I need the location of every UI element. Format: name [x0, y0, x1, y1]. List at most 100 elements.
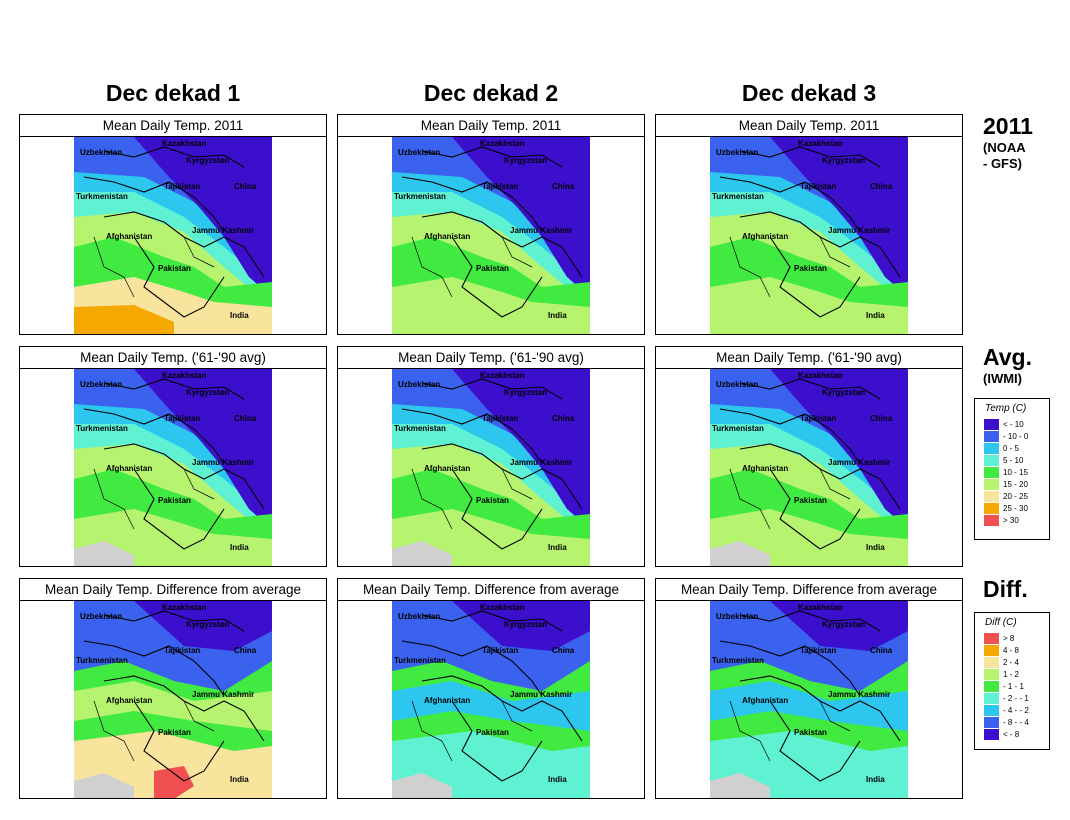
legend-label: 10 - 15: [1003, 467, 1028, 477]
map-label: Afghanistan: [424, 232, 470, 241]
border-line: [719, 640, 861, 697]
legend-item: 20 - 25: [975, 490, 1049, 502]
map-label: Kazakhstan: [480, 139, 525, 148]
map-label: Uzbekistan: [80, 612, 122, 621]
map-label: Kyrgyzstan: [504, 156, 547, 165]
border-line: [411, 700, 453, 762]
panel-avg-dekad-2: Mean Daily Temp. ('61-'90 avg) Kazakhsta…: [337, 346, 645, 567]
legend-label: - 1 - 1: [1003, 681, 1024, 691]
border-line: [183, 700, 215, 732]
legend-item: 5 - 10: [975, 454, 1049, 466]
legend-swatch: [984, 644, 999, 656]
border-line: [421, 211, 583, 278]
panel-title: Mean Daily Temp. 2011: [20, 115, 326, 137]
legend-swatch: [984, 490, 999, 502]
map-label: Uzbekistan: [80, 380, 122, 389]
legend-label: 15 - 20: [1003, 479, 1028, 489]
temperature-field: Kazakhstan Uzbekistan Kyrgyzstan Tajikistan…: [74, 137, 272, 334]
map-label: China: [552, 182, 575, 191]
border-line: [83, 640, 225, 697]
row-label-source: (NOAA: [983, 140, 1026, 155]
border-line: [93, 468, 135, 530]
map-label: Turkmenistan: [712, 192, 764, 201]
border-line: [739, 211, 901, 278]
border-line: [103, 211, 265, 278]
difference-legend: Diff (C) > 8 4 - 8 2 - 4 1 - 2 - 1 - 1 - 2 - …: [974, 612, 1050, 750]
map-label: India: [230, 543, 249, 552]
border-line: [411, 236, 453, 298]
border-line: [83, 408, 225, 465]
border-line: [103, 610, 245, 632]
legend-item: 2 - 4: [975, 656, 1049, 668]
border-line: [501, 236, 533, 268]
legend-label: < - 8: [1003, 729, 1020, 739]
border-line: [719, 176, 861, 233]
legend-item: - 2 - - 1: [975, 692, 1049, 704]
border-line: [93, 700, 135, 762]
map-label: Uzbekistan: [80, 148, 122, 157]
legend-item: 25 - 30: [975, 502, 1049, 514]
legend-label: - 2 - - 1: [1003, 693, 1029, 703]
map-label: Turkmenistan: [394, 192, 446, 201]
border-line: [769, 700, 861, 782]
map-label: India: [866, 311, 885, 320]
border-line: [739, 443, 901, 510]
map-label: Kyrgyzstan: [186, 388, 229, 397]
panel-diff-dekad-2: Mean Daily Temp. Difference from average…: [337, 578, 645, 799]
map-label: Tajikistan: [164, 182, 200, 191]
temperature-field: Kazakhstan Uzbekistan Kyrgyzstan Tajikistan…: [710, 369, 908, 566]
difference-map: Kazakhstan Uzbekistan Kyrgyzstan Tajikistan…: [392, 601, 590, 798]
map-label: Kazakhstan: [162, 603, 207, 612]
map-label: Pakistan: [476, 264, 509, 273]
map-label: China: [870, 646, 893, 655]
border-line: [103, 675, 265, 742]
legend-swatch: [984, 430, 999, 442]
legend-label: - 4 - - 2: [1003, 705, 1029, 715]
legend-label: > 30: [1003, 515, 1019, 525]
border-line: [739, 610, 881, 632]
map-label: Pakistan: [794, 728, 827, 737]
legend-label: 1 - 2: [1003, 669, 1020, 679]
border-line: [729, 236, 771, 298]
legend-swatch: [984, 692, 999, 704]
map-label: China: [234, 182, 257, 191]
border-line: [133, 700, 225, 782]
map-label: Jammu Kashmir: [192, 226, 254, 235]
temperature-legend: Temp (C) < - 10 - 10 - 0 0 - 5 5 - 10 10 - 1…: [974, 398, 1050, 540]
border-line: [729, 468, 771, 530]
map-label: Kazakhstan: [798, 603, 843, 612]
map-label: Kazakhstan: [798, 139, 843, 148]
border-line: [501, 700, 533, 732]
temperature-field: Kazakhstan Uzbekistan Kyrgyzstan Tajikistan…: [74, 369, 272, 566]
difference-field: Kazakhstan Uzbekistan Kyrgyzstan Tajikistan…: [710, 601, 908, 798]
border-line: [769, 236, 861, 318]
legend-item: 15 - 20: [975, 478, 1049, 490]
map-label: Afghanistan: [106, 696, 152, 705]
legend-item: - 1 - 1: [975, 680, 1049, 692]
temperature-map: Kazakhstan Uzbekistan Kyrgyzstan Tajikistan…: [392, 369, 590, 566]
legend-swatch: [984, 478, 999, 490]
panel-title: Mean Daily Temp. Difference from average: [20, 579, 326, 601]
border-line: [819, 700, 851, 732]
panel-title: Mean Daily Temp. Difference from average: [338, 579, 644, 601]
border-line: [421, 378, 563, 400]
border-line: [501, 468, 533, 500]
map-label: Afghanistan: [742, 464, 788, 473]
map-label: Turkmenistan: [394, 656, 446, 665]
map-label: Jammu Kashmir: [510, 458, 572, 467]
border-line: [421, 675, 583, 742]
map-label: Tajikistan: [164, 414, 200, 423]
legend-label: 4 - 8: [1003, 645, 1020, 655]
map-label: Uzbekistan: [716, 380, 758, 389]
temperature-field: Kazakhstan Uzbekistan Kyrgyzstan Tajikistan…: [392, 369, 590, 566]
panel-title: Mean Daily Temp. 2011: [656, 115, 962, 137]
map-label: Afghanistan: [106, 464, 152, 473]
border-line: [739, 146, 881, 168]
border-line: [103, 378, 245, 400]
row-label-source: (IWMI): [983, 371, 1022, 386]
legend-label: 25 - 30: [1003, 503, 1028, 513]
legend-swatch: [984, 704, 999, 716]
legend-swatch: [984, 418, 999, 430]
border-line: [133, 236, 225, 318]
map-label: Kazakhstan: [162, 139, 207, 148]
